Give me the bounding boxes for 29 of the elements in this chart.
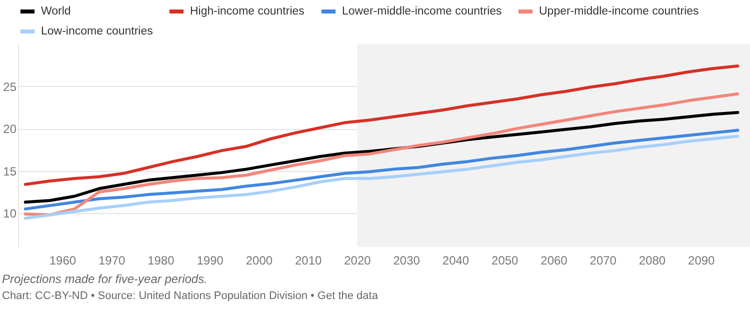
x-tick-label: 2000 [246,254,273,268]
line-series [24,92,740,216]
x-tick-label: 2040 [442,254,470,268]
legend-label: World [41,6,71,18]
x-tick-label: 1980 [148,254,175,268]
x-tick-label: 1970 [98,254,126,268]
x-tick-label: 2090 [688,254,716,268]
x-tick-label: 2080 [638,254,666,268]
x-tick-label: 2020 [344,254,372,268]
legend-label: Lower-middle-income countries [342,6,502,18]
x-tick-label: 1960 [49,254,76,268]
y-tick-label: 15 [3,164,17,178]
line-series [24,64,740,186]
line-series [24,128,740,210]
x-tick-label: 2050 [492,254,519,268]
text: Chart: CC-BY-ND • Source: United Nations Population Division • Get the data [2,290,379,302]
y-tick-label: 20 [3,122,17,136]
x-tick-label: 1990 [196,254,224,268]
legend-label: High-income countries [190,6,305,18]
y-tick-label: 10 [3,206,17,221]
legend-label: Low-income countries [41,26,154,38]
y-tick-label: 25 [3,80,17,94]
x-tick-label: 2060 [540,254,568,268]
x-tick-label: 2010 [295,254,322,268]
line-series [24,134,740,220]
x-tick-label: 2030 [393,254,420,268]
x-tick-label: 2070 [590,254,617,268]
legend-label: Upper-middle-income countries [539,6,700,18]
text: Projections made for five-year periods. [2,272,208,286]
